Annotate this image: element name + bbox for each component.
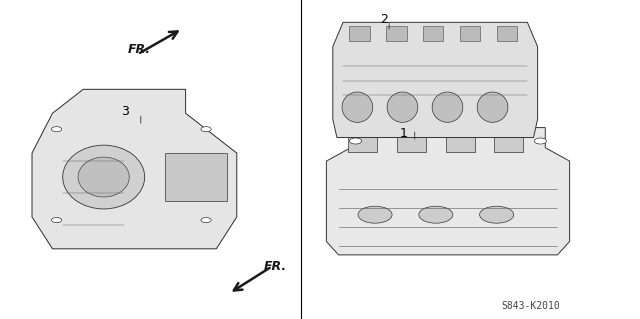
Circle shape bbox=[349, 138, 362, 144]
Bar bbox=[497, 26, 517, 41]
Circle shape bbox=[51, 127, 61, 132]
Bar bbox=[397, 133, 426, 152]
Bar bbox=[423, 26, 444, 41]
Circle shape bbox=[51, 218, 61, 223]
Circle shape bbox=[358, 206, 392, 223]
Bar bbox=[445, 133, 475, 152]
Text: FR.: FR. bbox=[128, 43, 151, 56]
Ellipse shape bbox=[387, 92, 418, 122]
Polygon shape bbox=[32, 89, 237, 249]
Text: 1: 1 bbox=[399, 128, 407, 140]
Bar bbox=[165, 153, 227, 201]
Bar bbox=[460, 26, 480, 41]
Ellipse shape bbox=[477, 92, 508, 122]
Bar bbox=[349, 26, 370, 41]
Ellipse shape bbox=[342, 92, 372, 122]
Ellipse shape bbox=[432, 92, 463, 122]
Polygon shape bbox=[333, 22, 538, 137]
Bar bbox=[494, 133, 524, 152]
Text: 2: 2 bbox=[380, 13, 388, 26]
Circle shape bbox=[201, 127, 211, 132]
Ellipse shape bbox=[63, 145, 145, 209]
Circle shape bbox=[479, 206, 514, 223]
Circle shape bbox=[534, 138, 547, 144]
Text: S843-K2010: S843-K2010 bbox=[502, 301, 561, 311]
Circle shape bbox=[201, 218, 211, 223]
Text: FR.: FR. bbox=[264, 260, 287, 273]
Bar bbox=[386, 26, 406, 41]
Polygon shape bbox=[326, 128, 570, 255]
Ellipse shape bbox=[78, 157, 129, 197]
Text: 3: 3 bbox=[121, 105, 129, 118]
Circle shape bbox=[419, 206, 453, 223]
Bar bbox=[348, 133, 378, 152]
Circle shape bbox=[442, 131, 454, 137]
